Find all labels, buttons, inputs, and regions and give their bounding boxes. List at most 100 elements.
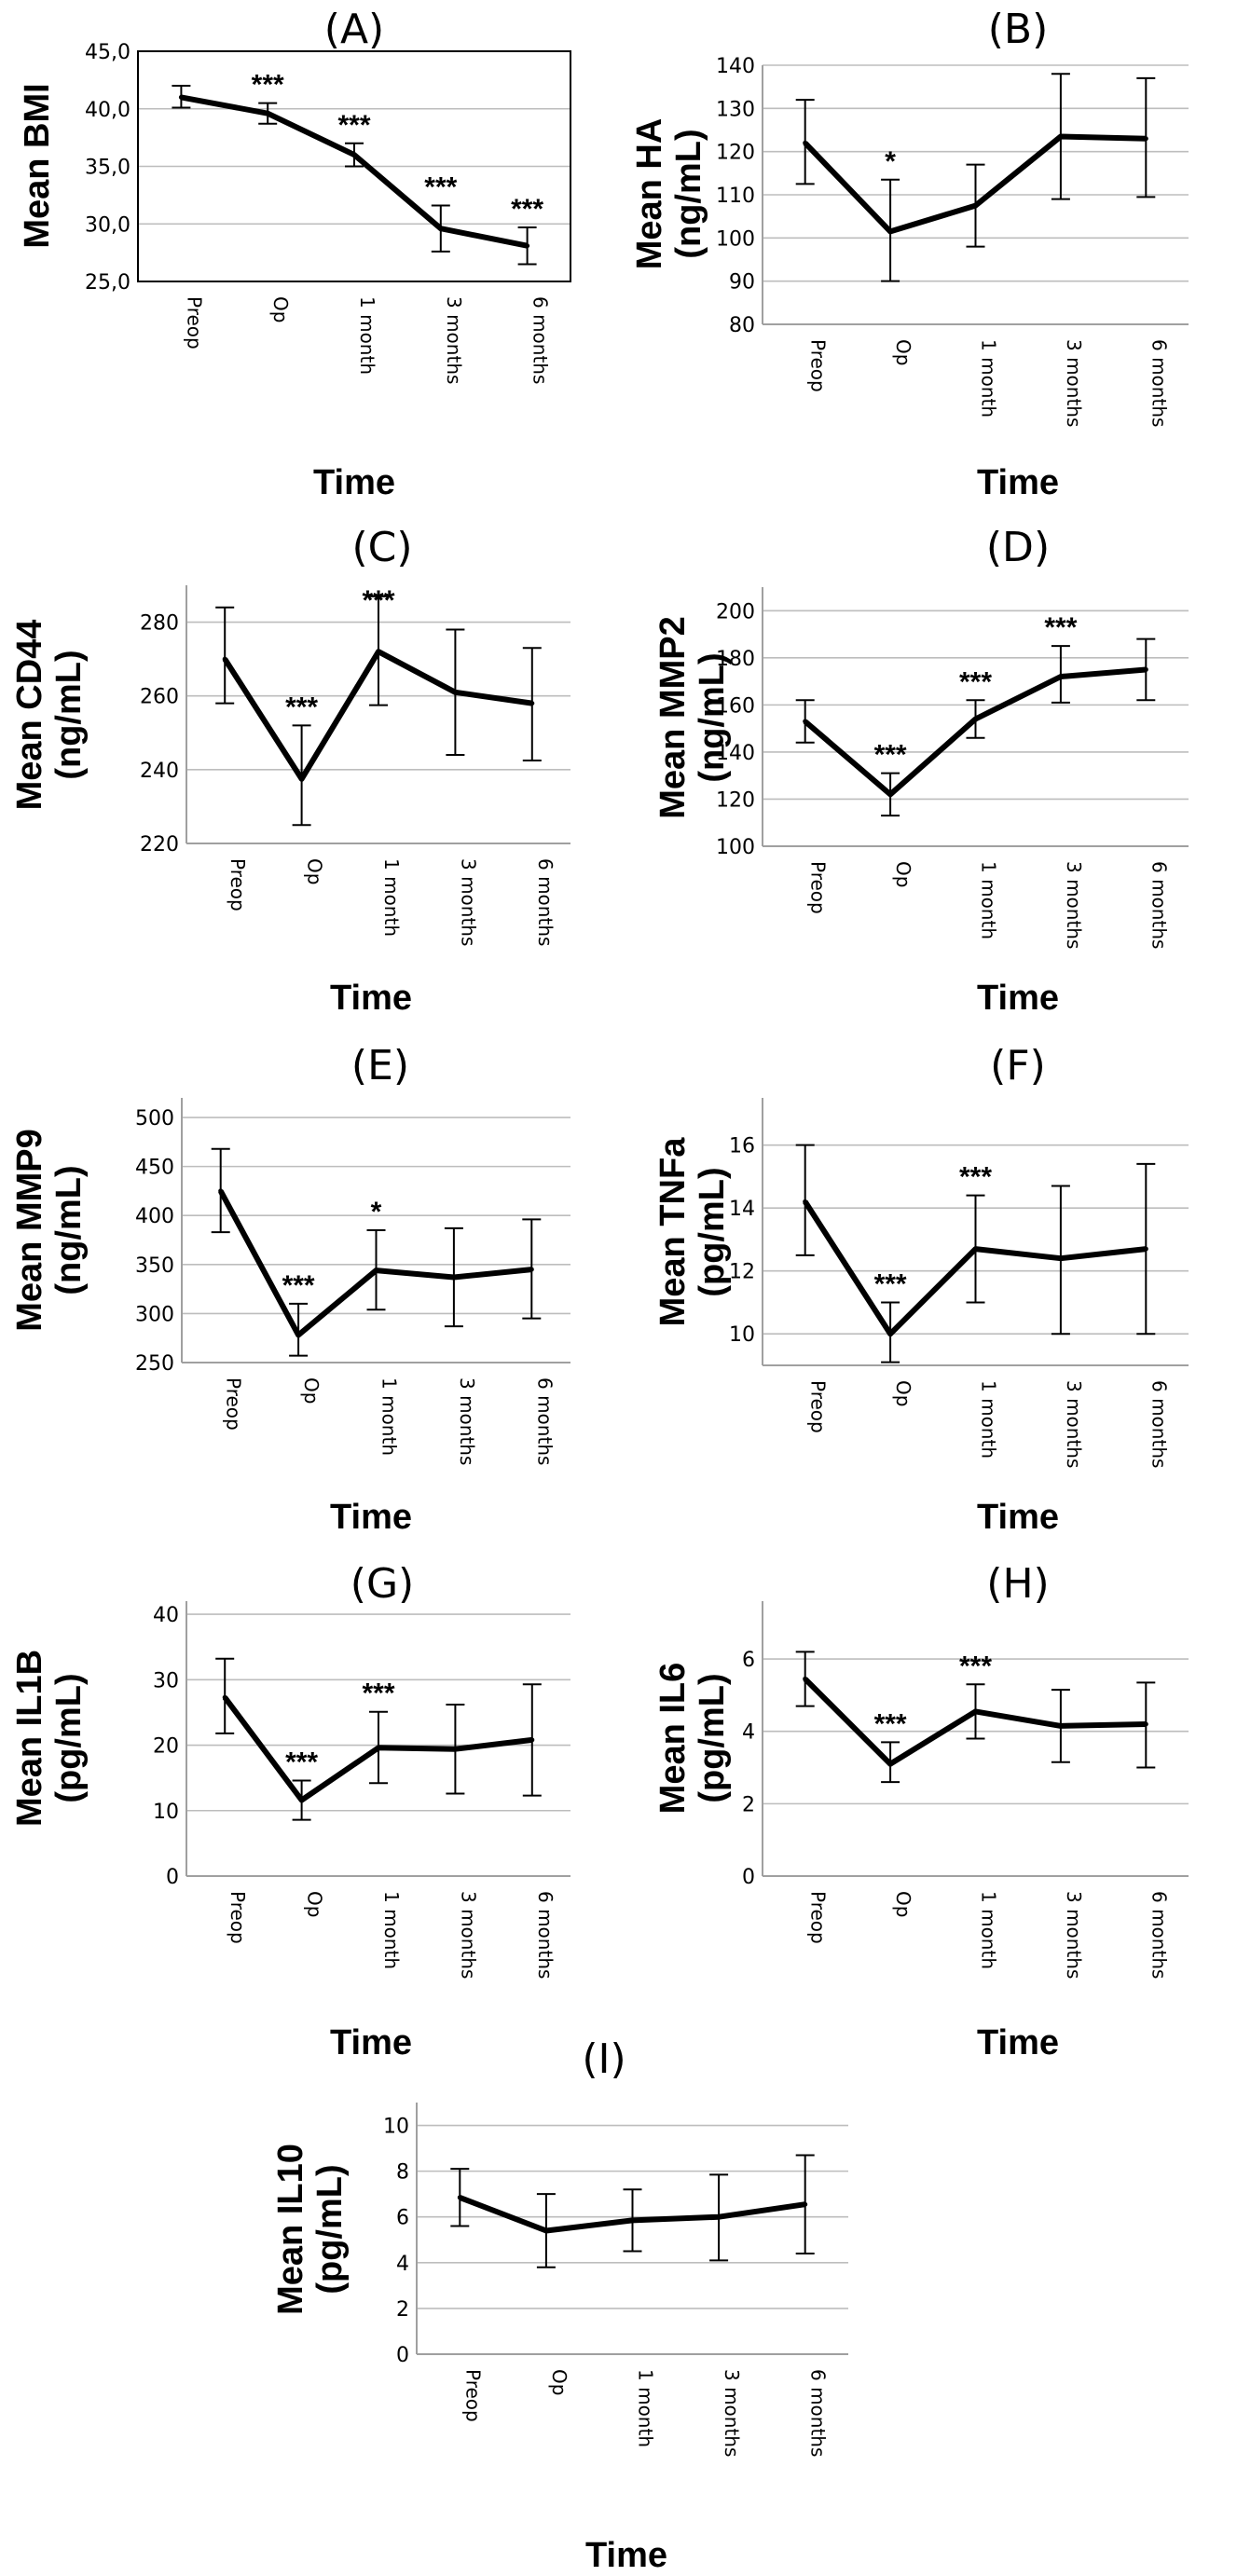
x-tick-label: Op bbox=[892, 339, 914, 365]
x-axis-label: Time bbox=[977, 1498, 1059, 1537]
data-point bbox=[218, 1188, 224, 1194]
x-tick-label: 6 months bbox=[533, 1377, 556, 1465]
y-axis-label: Mean CD44(ng/mL) bbox=[10, 620, 89, 811]
y-tick-label: 8 bbox=[396, 2161, 409, 2185]
y-tick-label: 160 bbox=[716, 694, 755, 718]
chart-panel-5: (E) 250 300 350 400 450 500 Preop Op 1 month 3 mon… bbox=[10, 1042, 570, 1537]
panel-letter: (G) bbox=[350, 1560, 414, 1608]
data-point bbox=[374, 1267, 378, 1273]
data-point bbox=[299, 776, 305, 782]
y-tick-label: 200 bbox=[716, 600, 755, 623]
x-tick-label: 3 months bbox=[1063, 339, 1085, 427]
x-tick-label: Op bbox=[892, 861, 914, 887]
data-point bbox=[1058, 1255, 1064, 1261]
x-tick-label: Preop bbox=[461, 2369, 484, 2422]
data-point bbox=[973, 1708, 978, 1714]
x-tick-label: Preop bbox=[807, 1380, 830, 1433]
x-tick-label: 6 months bbox=[534, 858, 557, 946]
y-tick-label: 4 bbox=[396, 2253, 409, 2276]
panel-letter: (C) bbox=[351, 524, 412, 571]
y-tick-label: 10 bbox=[729, 1323, 755, 1347]
y-tick-label: 130 bbox=[716, 98, 755, 121]
significance-marker: *** bbox=[1044, 612, 1077, 643]
significance-marker: * bbox=[885, 146, 896, 177]
x-tick-label: 6 months bbox=[807, 2369, 830, 2457]
significance-marker: * bbox=[371, 1197, 382, 1227]
data-point bbox=[1143, 1721, 1148, 1727]
panel-letter: (F) bbox=[990, 1042, 1046, 1089]
x-tick-label: 3 months bbox=[457, 858, 479, 946]
significance-marker: *** bbox=[337, 110, 370, 141]
data-point bbox=[451, 1274, 457, 1280]
data-point bbox=[803, 719, 808, 724]
y-tick-label: 14 bbox=[729, 1198, 755, 1221]
data-point bbox=[887, 228, 893, 234]
x-tick-label: Preop bbox=[183, 296, 205, 349]
data-point bbox=[1058, 1723, 1064, 1729]
y-axis-label: Mean HA(ng/mL) bbox=[630, 118, 708, 270]
y-tick-label: 20 bbox=[153, 1735, 179, 1759]
data-point bbox=[803, 1199, 808, 1204]
x-axis-label: Time bbox=[313, 463, 395, 502]
x-tick-label: 3 months bbox=[457, 1891, 479, 1979]
y-tick-label: 2 bbox=[742, 1793, 755, 1816]
y-tick-label: 100 bbox=[716, 227, 755, 251]
data-point bbox=[1058, 674, 1064, 679]
y-tick-label: 280 bbox=[140, 612, 179, 636]
panel-letter: (D) bbox=[986, 524, 1050, 571]
data-point bbox=[1058, 133, 1064, 139]
chart-panel-7: (G) 0 10 20 30 40 Preop Op 1 month 3 months 6 mont… bbox=[10, 1560, 570, 2062]
data-point bbox=[1143, 666, 1148, 672]
data-point bbox=[543, 2227, 549, 2233]
significance-marker: *** bbox=[959, 1651, 992, 1681]
x-tick-label: 6 months bbox=[1148, 1891, 1170, 1979]
data-point bbox=[525, 243, 530, 249]
y-tick-label: 500 bbox=[135, 1107, 174, 1130]
x-tick-label: 3 months bbox=[1063, 1380, 1085, 1468]
data-point bbox=[222, 656, 227, 662]
data-point bbox=[376, 649, 381, 654]
data-point bbox=[452, 690, 458, 695]
y-tick-label: 120 bbox=[716, 142, 755, 165]
data-point bbox=[803, 2201, 808, 2207]
data-point bbox=[376, 1745, 381, 1750]
panel-letter: (A) bbox=[324, 6, 384, 53]
panel-letter: (E) bbox=[351, 1042, 409, 1089]
x-tick-label: Preop bbox=[227, 1891, 249, 1944]
x-tick-label: Op bbox=[304, 1891, 326, 1917]
y-axis-label: Mean IL1B(pg/mL) bbox=[10, 1650, 89, 1827]
data-point bbox=[630, 2217, 635, 2223]
x-tick-label: 1 month bbox=[380, 1891, 403, 1969]
y-tick-label: 250 bbox=[135, 1352, 174, 1376]
x-tick-label: Op bbox=[892, 1380, 914, 1406]
y-tick-label: 120 bbox=[716, 788, 755, 812]
chart-panel-1: (A) 25,0 30,0 35,0 40,0 45,0 Preop Op 1 month 3 m… bbox=[18, 6, 571, 502]
data-point bbox=[803, 1676, 808, 1681]
x-tick-label: Op bbox=[269, 296, 292, 322]
data-point bbox=[529, 1267, 534, 1272]
y-tick-label: 0 bbox=[166, 1866, 179, 1889]
y-tick-label: 260 bbox=[140, 686, 179, 709]
x-tick-label: Preop bbox=[223, 1377, 245, 1431]
x-tick-label: 6 months bbox=[534, 1891, 557, 1979]
x-axis-label: Time bbox=[977, 463, 1059, 502]
data-point bbox=[887, 1761, 893, 1767]
data-point bbox=[1143, 1246, 1148, 1252]
y-tick-label: 450 bbox=[135, 1157, 174, 1180]
x-tick-label: Preop bbox=[807, 1891, 830, 1944]
y-tick-label: 4 bbox=[742, 1721, 755, 1745]
y-tick-label: 10 bbox=[383, 2116, 409, 2139]
data-point bbox=[973, 203, 978, 209]
y-tick-label: 40 bbox=[153, 1604, 179, 1627]
significance-marker: *** bbox=[285, 1747, 318, 1777]
y-axis-label: Mean IL6(pg/mL) bbox=[653, 1663, 732, 1815]
y-tick-label: 220 bbox=[140, 833, 179, 856]
x-axis-label: Time bbox=[977, 2023, 1059, 2062]
x-axis-label: Time bbox=[585, 2536, 667, 2575]
x-tick-label: 1 month bbox=[380, 858, 403, 937]
y-tick-label: 180 bbox=[716, 648, 755, 671]
y-tick-label: 25,0 bbox=[85, 271, 131, 295]
chart-panel-3: (C) 220 240 260 280 Preop Op 1 month 3 months 6 m… bbox=[10, 524, 570, 1018]
y-axis-label: Mean TNFa(pg/mL) bbox=[653, 1137, 732, 1327]
significance-marker: *** bbox=[874, 1268, 907, 1299]
